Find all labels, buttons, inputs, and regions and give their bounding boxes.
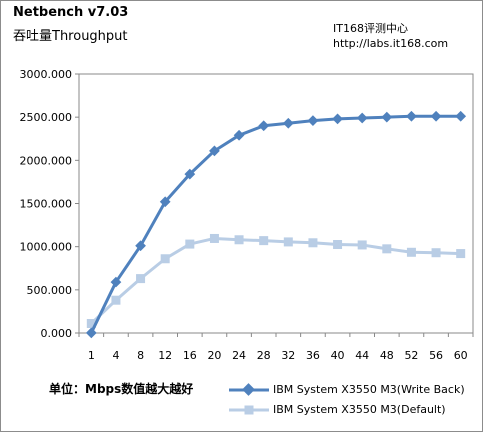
x-tick-label: 24 <box>232 349 246 362</box>
chart-title: Netbench v7.03 <box>13 5 129 20</box>
y-tick-label: 3000.000 <box>20 68 73 81</box>
data-point <box>283 237 293 247</box>
legend-swatch-write-back <box>229 383 269 396</box>
data-point <box>456 249 466 259</box>
data-point <box>159 196 171 208</box>
y-tick-label: 2000.000 <box>20 154 73 167</box>
data-point <box>184 168 196 180</box>
data-point <box>86 319 96 329</box>
data-point <box>234 235 244 245</box>
x-tick-label: 32 <box>281 349 295 362</box>
x-tick-label: 52 <box>404 349 418 362</box>
data-point <box>185 239 195 249</box>
series-line <box>90 236 461 325</box>
x-tick-label: 44 <box>355 349 369 362</box>
data-point <box>308 238 318 248</box>
unit-note: 单位：Mbps数值越大越好 <box>49 382 194 396</box>
data-point <box>431 248 441 258</box>
x-tick-label: 20 <box>207 349 221 362</box>
y-tick-label: 0.000 <box>41 327 73 340</box>
y-tick-label: 1000.000 <box>20 241 73 254</box>
x-tick-label: 1 <box>88 349 95 362</box>
data-point <box>357 240 367 250</box>
data-point <box>258 120 270 132</box>
data-point <box>406 110 417 122</box>
data-point <box>209 145 220 157</box>
legend-label-default: IBM System X3550 M3(Default) <box>273 403 446 416</box>
x-tick-label: 36 <box>306 349 320 362</box>
data-point <box>356 112 368 124</box>
y-tick-label: 1500.000 <box>20 198 73 211</box>
y-tick-label: 500.000 <box>27 284 73 297</box>
x-tick-label: 56 <box>429 349 443 362</box>
data-point <box>209 233 219 243</box>
data-point <box>332 113 343 125</box>
x-tick-label: 16 <box>183 349 197 362</box>
data-point <box>85 327 97 339</box>
series-line <box>89 114 461 334</box>
legend-item-default: IBM System X3550 M3(Default) <box>229 401 465 421</box>
data-point <box>455 110 467 122</box>
y-tick-label: 2500.000 <box>20 111 73 124</box>
data-point <box>382 244 392 254</box>
x-tick-label: 60 <box>454 349 468 362</box>
plot-area <box>78 73 474 334</box>
x-tick-label: 8 <box>137 349 144 362</box>
data-point <box>333 240 343 250</box>
source-label: IT168评测中心 <box>333 22 408 35</box>
data-point <box>430 110 442 122</box>
x-tick-label: 4 <box>112 349 119 362</box>
legend-label-write-back: IBM System X3550 M3(Write Back) <box>273 383 465 396</box>
data-point <box>381 111 393 123</box>
data-point <box>135 240 146 252</box>
chart-legend: IBM System X3550 M3(Write Back) IBM Syst… <box>229 381 465 421</box>
data-point <box>111 295 121 305</box>
x-tick-label: 28 <box>257 349 271 362</box>
source-url: http://labs.it168.com <box>333 37 449 50</box>
legend-item-write-back: IBM System X3550 M3(Write Back) <box>229 381 465 401</box>
data-point <box>160 254 170 264</box>
x-tick-label: 40 <box>331 349 345 362</box>
data-point <box>406 247 416 257</box>
x-tick-label: 12 <box>158 349 172 362</box>
data-point <box>136 274 146 284</box>
data-point <box>307 115 319 126</box>
chart-subtitle: 吞吐量Throughput <box>13 29 128 44</box>
x-tick-label: 48 <box>380 349 394 362</box>
data-point <box>259 236 269 246</box>
data-point <box>233 129 245 141</box>
legend-swatch-default <box>229 405 269 415</box>
data-point <box>282 117 294 129</box>
